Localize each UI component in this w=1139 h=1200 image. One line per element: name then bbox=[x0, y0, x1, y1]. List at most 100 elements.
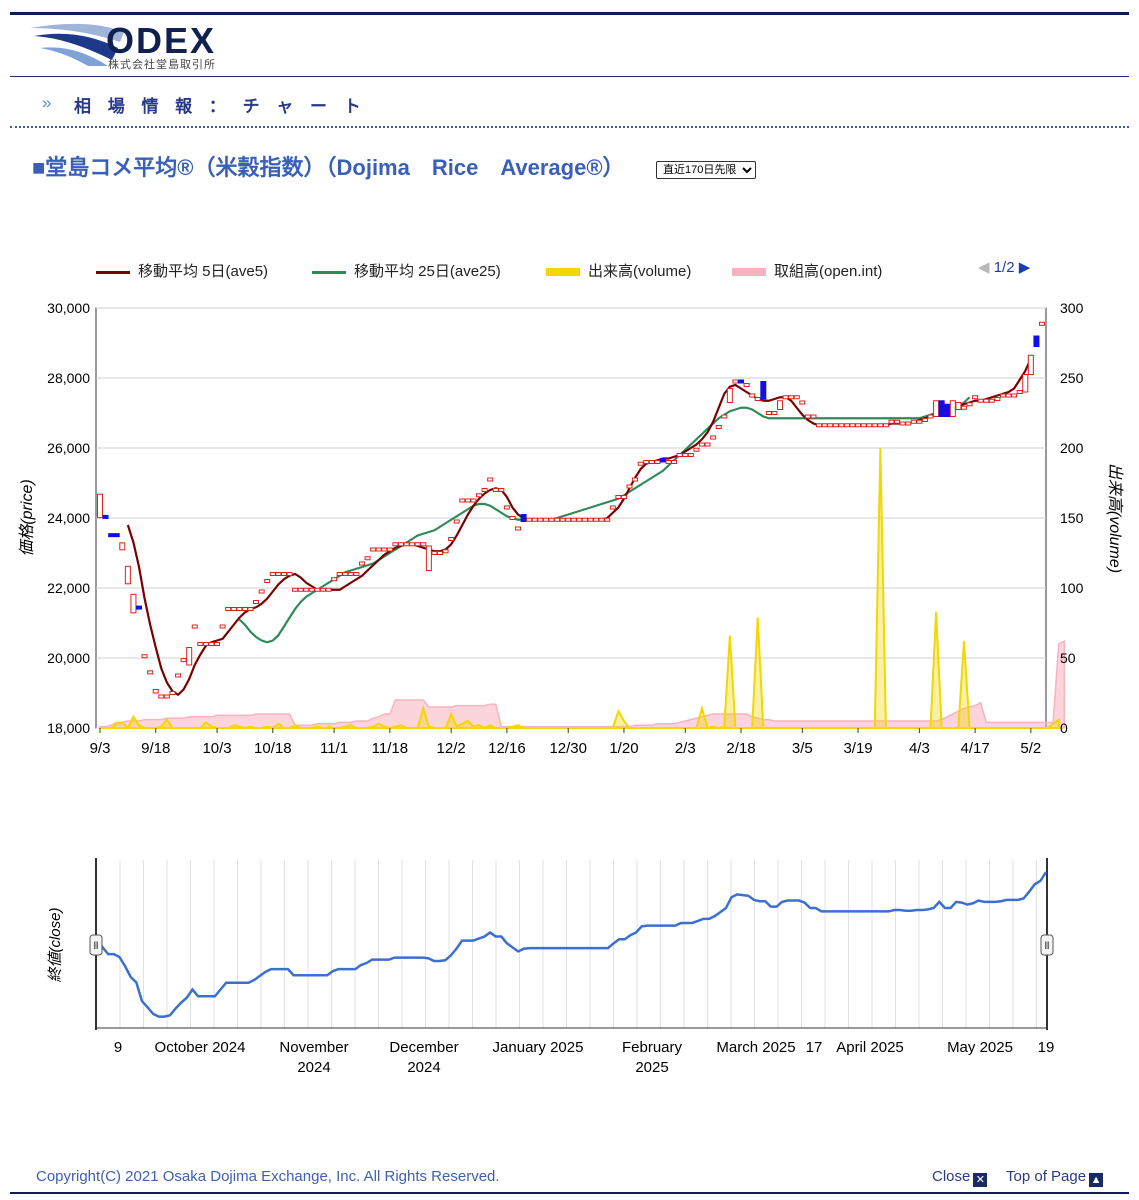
header-divider bbox=[10, 76, 1129, 77]
y-tick-label: 20,000 bbox=[47, 650, 90, 666]
candle bbox=[626, 484, 633, 489]
y2-tick-label: 200 bbox=[1060, 440, 1084, 456]
section-title: 相 場 情 報 ： チ ャ ー ト bbox=[74, 97, 367, 116]
next-page-icon[interactable]: ▶ bbox=[1018, 259, 1031, 276]
candle bbox=[604, 517, 611, 522]
prev-page-icon[interactable]: ◀ bbox=[978, 259, 990, 276]
candle bbox=[303, 587, 310, 592]
candle bbox=[849, 423, 856, 428]
y-tick-label: 28,000 bbox=[47, 370, 90, 386]
legend-ave25[interactable]: 移動平均 25日(ave25) bbox=[312, 260, 501, 281]
legend-ave5[interactable]: 移動平均 5日(ave5) bbox=[96, 260, 268, 281]
candle bbox=[615, 495, 622, 499]
navigator-grid bbox=[119, 860, 1037, 1028]
legend-volume[interactable]: 出来高(volume) bbox=[546, 260, 691, 281]
candle bbox=[358, 561, 365, 566]
candle bbox=[481, 488, 488, 492]
candle bbox=[119, 542, 126, 551]
candle bbox=[548, 517, 555, 522]
candle bbox=[632, 477, 639, 482]
candle bbox=[877, 423, 884, 428]
candle bbox=[147, 670, 154, 675]
candle bbox=[1011, 393, 1018, 398]
candle bbox=[1016, 390, 1023, 394]
candle bbox=[927, 414, 934, 419]
openint-series bbox=[99, 639, 1066, 729]
candle bbox=[994, 397, 1001, 401]
range-select[interactable]: 直近170日先限 bbox=[656, 161, 756, 179]
y2-tick-label: 100 bbox=[1060, 580, 1084, 596]
y2-tick-label: 0 bbox=[1060, 720, 1068, 736]
candle bbox=[771, 411, 778, 415]
candle bbox=[620, 495, 627, 499]
candle bbox=[297, 587, 304, 592]
y-axis-title: 価格(price) bbox=[18, 479, 36, 556]
candle bbox=[1033, 335, 1040, 347]
candle bbox=[659, 458, 666, 463]
navigator-x-label: December bbox=[389, 1039, 458, 1056]
x-tick-label: 4/3 bbox=[909, 740, 930, 757]
candle bbox=[269, 572, 276, 576]
navigator-left-handle[interactable] bbox=[89, 934, 103, 956]
candle bbox=[152, 689, 159, 694]
candle bbox=[983, 398, 990, 403]
legend-openint-label: 取組高(open.int) bbox=[774, 263, 883, 280]
candle bbox=[648, 460, 655, 464]
candle bbox=[347, 572, 354, 576]
candle bbox=[476, 493, 483, 498]
candle bbox=[531, 517, 538, 522]
candle bbox=[726, 388, 733, 403]
candle bbox=[253, 600, 260, 604]
legend-openint[interactable]: 取組高(open.int) bbox=[732, 260, 882, 281]
ave5-swatch bbox=[96, 270, 130, 274]
navigator-x-label: 9 bbox=[114, 1039, 122, 1056]
candle bbox=[386, 547, 393, 552]
candle bbox=[158, 694, 165, 699]
ave5-line bbox=[126, 358, 1032, 697]
candle bbox=[921, 418, 928, 422]
candle bbox=[448, 537, 455, 541]
candle bbox=[113, 533, 120, 538]
navigator-x-label: May 2025 bbox=[947, 1039, 1013, 1056]
candle bbox=[988, 398, 995, 403]
x-tick-label: 3/19 bbox=[843, 740, 872, 757]
candle bbox=[882, 423, 889, 428]
candle bbox=[208, 642, 215, 646]
candle bbox=[754, 397, 761, 401]
candle bbox=[280, 572, 287, 576]
candle bbox=[375, 547, 382, 552]
candle bbox=[593, 517, 600, 522]
candle bbox=[871, 423, 878, 428]
candle bbox=[866, 423, 873, 428]
navigator-right-handle[interactable] bbox=[1040, 934, 1054, 956]
candle bbox=[442, 549, 449, 554]
candle bbox=[219, 624, 226, 629]
candle bbox=[665, 460, 672, 464]
handle-grip-icon: ll bbox=[94, 941, 98, 952]
candle bbox=[230, 607, 237, 611]
candle bbox=[977, 398, 984, 403]
navigator[interactable]: ll ll 終値(close) 9 October 2024 November 202… bbox=[47, 858, 1054, 1076]
candle bbox=[777, 400, 784, 410]
x-tick-label: 11/1 bbox=[320, 740, 348, 757]
close-link[interactable]: Close ✕ bbox=[932, 1168, 988, 1187]
candle bbox=[526, 517, 533, 522]
candle bbox=[163, 694, 170, 699]
candle bbox=[258, 589, 265, 594]
x-tick-label: 9/18 bbox=[141, 740, 170, 757]
candle bbox=[542, 517, 549, 522]
candle bbox=[860, 423, 867, 428]
candle bbox=[916, 419, 923, 424]
x-tick-label: 12/30 bbox=[549, 740, 587, 757]
candle bbox=[960, 405, 967, 410]
top-of-page-link[interactable]: Top of Page ▲ bbox=[1006, 1168, 1104, 1187]
candle bbox=[264, 579, 271, 583]
candle bbox=[559, 517, 566, 522]
candle bbox=[202, 642, 209, 646]
candle bbox=[1027, 354, 1034, 375]
candle bbox=[464, 498, 471, 503]
logo-subtitle: 株式会社堂島取引所 bbox=[108, 59, 216, 71]
candle bbox=[1039, 321, 1045, 326]
navigator-x-label: 17 bbox=[806, 1039, 823, 1056]
candle bbox=[520, 514, 527, 522]
